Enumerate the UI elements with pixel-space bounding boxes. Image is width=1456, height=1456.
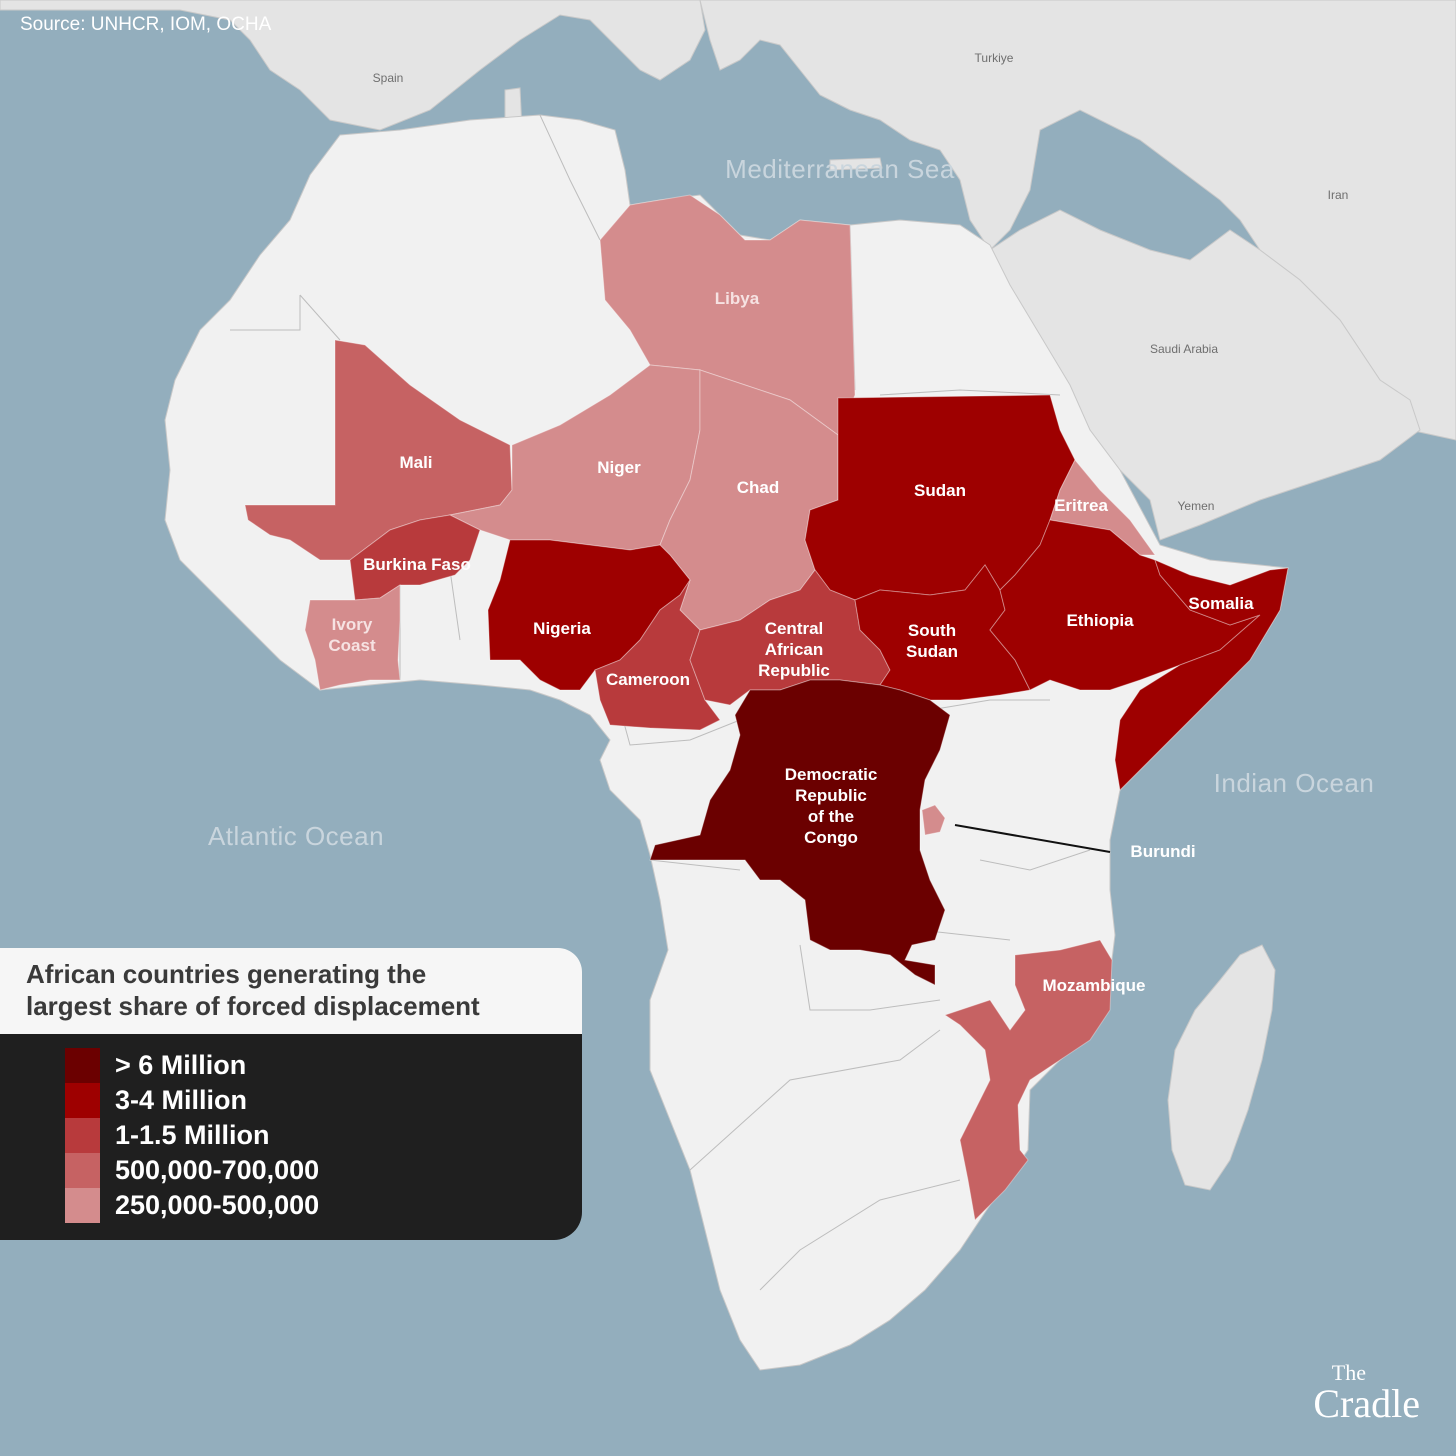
country-ethiopia [989,519,1261,691]
legend-label: 1-1.5 Million [115,1120,270,1150]
legend-swatch [65,1188,100,1223]
legend-swatch [65,1118,100,1153]
label-south-sudan-line1: South [908,621,956,640]
country-somalia [1114,559,1289,792]
country-burundi [921,804,946,836]
label-mozambique: Mozambique [1043,976,1146,995]
label-libya: Libya [715,289,760,308]
sea-label-indian: Indian Ocean [1214,768,1375,798]
legend-item: 500,000-700,000 [65,1153,545,1188]
label-drc-line3: of the [808,807,854,826]
logo-cradle: Cradle [1313,1381,1420,1426]
africa-internal-borders [230,114,1091,1291]
europe-landmass [0,0,706,131]
neighbor-label-yemen: Yemen [1178,499,1215,513]
legend-label: 250,000-500,000 [115,1190,320,1220]
sea-label-atlantic: Atlantic Ocean [208,821,384,851]
label-drc-line1: Democratic [785,765,878,784]
label-cameroon: Cameroon [606,670,690,689]
label-drc-line2: Republic [795,786,867,805]
logo-the: The [1331,1360,1366,1385]
label-mali: Mali [399,453,432,472]
legend-swatch [65,1083,100,1118]
label-burundi: Burundi [1130,842,1195,861]
label-nigeria: Nigeria [533,619,591,638]
label-ivory-coast-line2: Coast [328,636,376,655]
legend-item: > 6 Million [65,1048,545,1083]
legend-title-line2: largest share of forced displacement [26,991,480,1021]
label-burkina-faso: Burkina Faso [363,555,471,574]
label-somalia: Somalia [1188,594,1254,613]
legend-label: 500,000-700,000 [115,1155,320,1185]
legend-label: > 6 Million [115,1050,247,1080]
neighbor-label-iran: Iran [1328,188,1349,202]
country-ivory-coast [304,584,401,691]
legend-item: 1-1.5 Million [65,1118,545,1153]
neighbor-label-turkiye: Turkiye [975,51,1014,65]
neighbor-label-spain: Spain [373,71,404,85]
legend-label: 3-4 Million [115,1085,248,1115]
country-drc [649,679,951,986]
sea-label-mediterranean: Mediterranean Sea [725,154,955,184]
legend-item: 250,000-500,000 [65,1188,545,1223]
the-cradle-logo: The Cradle [1300,1362,1420,1424]
source-credit: Source: UNHCR, IOM, OCHA [20,14,272,35]
legend-item: 3-4 Million [65,1083,545,1118]
label-eritrea: Eritrea [1054,496,1108,515]
label-ethiopia: Ethiopia [1066,611,1134,630]
label-niger: Niger [597,458,641,477]
country-mozambique [943,939,1113,1222]
label-car-line1: Central [765,619,824,638]
legend-body: > 6 Million 3-4 Million 1-1.5 Million 50… [0,1034,582,1240]
legend-swatch [65,1048,100,1083]
label-sudan: Sudan [914,481,966,500]
label-ivory-coast-line1: Ivory [332,615,373,634]
label-south-sudan-line2: Sudan [906,642,958,661]
label-drc-line4: Congo [804,828,858,847]
legend-title-line1: African countries generating the [26,959,427,989]
legend-title: African countries generating the largest… [0,948,582,1034]
neighbor-label-saudi-arabia: Saudi Arabia [1150,342,1218,356]
legend: African countries generating the largest… [0,948,582,1240]
legend-swatch [65,1153,100,1188]
burundi-callout-line [954,824,1111,853]
label-car-line3: Republic [758,661,830,680]
label-chad: Chad [737,478,780,497]
label-car-line2: African [765,640,824,659]
madagascar [1167,944,1276,1191]
